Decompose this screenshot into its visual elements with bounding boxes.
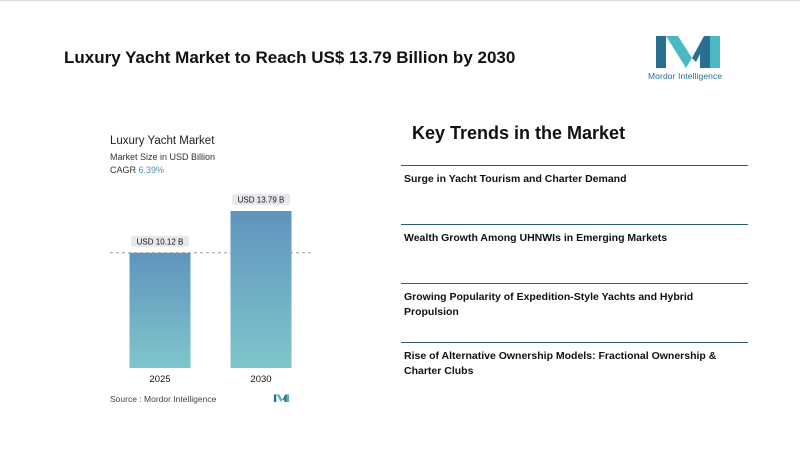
trend-divider	[401, 283, 748, 284]
trend-text: Surge in Yacht Tourism and Charter Deman…	[404, 173, 627, 185]
trend-text: Rise of Alternative Ownership Models: Fr…	[404, 350, 717, 377]
x-tick-label: 2030	[250, 374, 271, 385]
trend-item: Wealth Growth Among UHNWIs in Emerging M…	[401, 224, 748, 246]
trend-divider	[401, 224, 748, 225]
brand-logo-mark-icon	[656, 36, 720, 68]
trend-text: Growing Popularity of Expedition-Style Y…	[404, 291, 694, 318]
cagr-value: 6.39%	[138, 165, 165, 175]
source-logo-icon	[273, 394, 290, 403]
trend-divider	[401, 342, 748, 343]
top-divider	[0, 0, 800, 1]
data-label-bg	[131, 235, 189, 247]
trend-item: Surge in Yacht Tourism and Charter Deman…	[401, 165, 748, 187]
trends-title: Key Trends in the Market	[412, 123, 626, 143]
page-title: Luxury Yacht Market to Reach US$ 13.79 B…	[64, 48, 516, 67]
bar	[129, 252, 191, 368]
data-label-bg	[232, 194, 290, 205]
bar	[230, 211, 292, 368]
chart-title: Luxury Yacht Market	[110, 135, 215, 147]
data-label: USD 13.79 B	[238, 196, 285, 205]
trend-divider	[401, 165, 748, 166]
trend-text: Wealth Growth Among UHNWIs in Emerging M…	[404, 232, 668, 244]
cagr-label: CAGR	[110, 165, 137, 175]
chart-source: Source : Mordor Intelligence	[110, 394, 217, 404]
x-tick-label: 2025	[149, 374, 170, 385]
brand-logo: Mordor Intelligence	[648, 32, 732, 84]
chart-subtitle: Market Size in USD Billion	[110, 152, 216, 162]
brand-logo-text: Mordor Intelligence	[648, 71, 723, 81]
data-label: USD 10.12 B	[137, 237, 184, 246]
trend-item: Growing Popularity of Expedition-Style Y…	[401, 283, 748, 320]
trend-item: Rise of Alternative Ownership Models: Fr…	[401, 342, 748, 379]
chart-cagr: CAGR 6.39%	[110, 165, 164, 175]
